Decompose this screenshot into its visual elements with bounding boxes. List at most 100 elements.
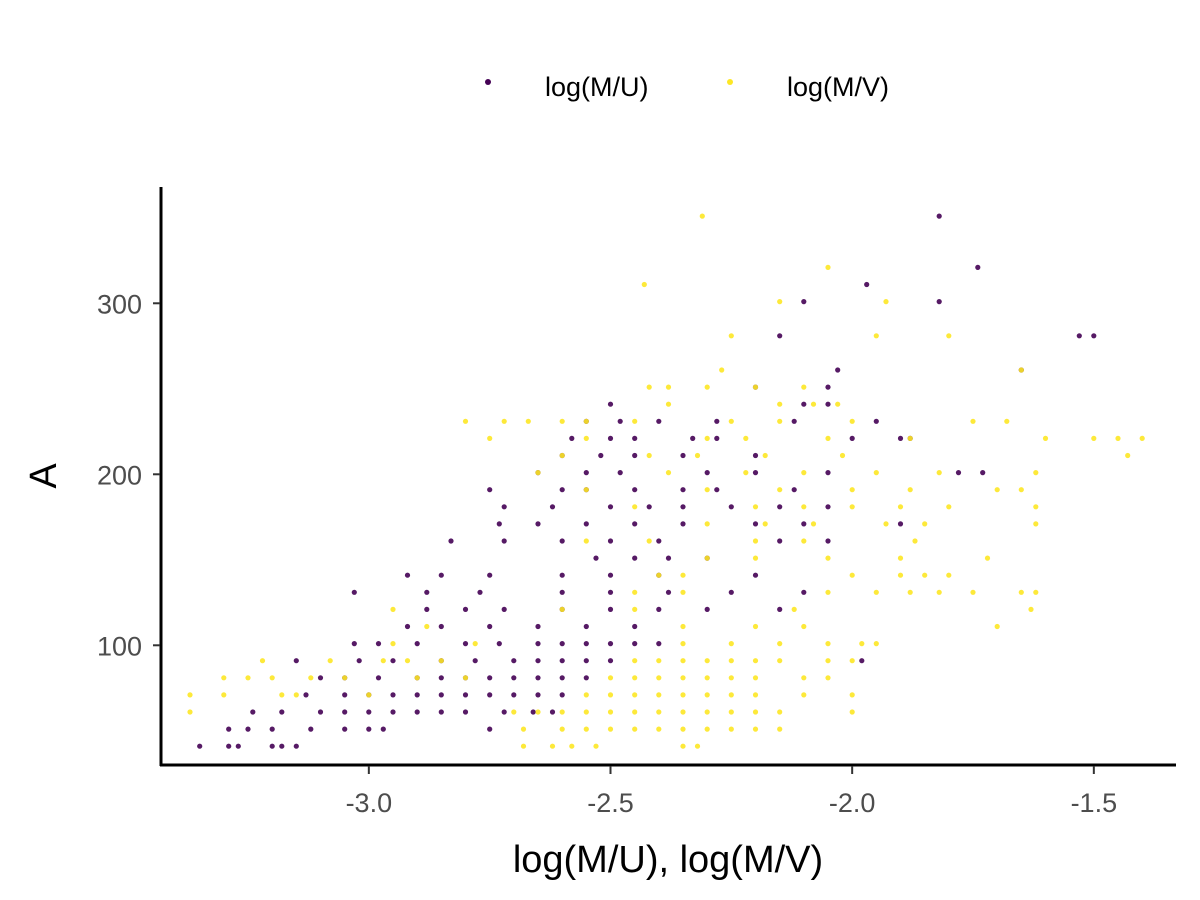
data-point — [559, 452, 565, 459]
data-point — [279, 743, 285, 749]
data-point — [777, 709, 783, 715]
data-point — [496, 641, 502, 647]
data-point — [801, 623, 807, 630]
data-point — [366, 709, 372, 715]
data-point — [583, 692, 589, 698]
data-point — [308, 675, 314, 681]
data-point — [864, 281, 870, 288]
data-point — [680, 589, 686, 595]
data-point — [752, 504, 759, 510]
data-point — [375, 675, 382, 681]
data-point — [859, 658, 865, 664]
data-point — [559, 418, 565, 424]
data-point — [279, 692, 285, 698]
data-point — [607, 692, 614, 698]
data-point — [632, 726, 638, 732]
data-point — [1028, 606, 1034, 613]
data-point — [714, 487, 720, 493]
data-point — [849, 504, 855, 510]
data-point — [970, 589, 976, 595]
data-point — [656, 418, 662, 424]
data-point — [525, 418, 531, 424]
data-point — [632, 606, 638, 613]
data-point — [825, 641, 831, 647]
data-point — [535, 521, 541, 527]
data-point — [438, 623, 444, 630]
series-log-m-u — [197, 213, 1097, 749]
data-point — [245, 726, 251, 732]
data-point — [187, 692, 193, 698]
data-point — [520, 743, 527, 749]
data-point — [873, 470, 879, 476]
data-point — [825, 555, 831, 561]
data-point — [380, 658, 386, 664]
data-point — [936, 213, 942, 219]
data-point — [704, 487, 710, 493]
data-point — [535, 641, 541, 647]
data-point — [559, 675, 565, 681]
data-point — [511, 709, 517, 715]
data-point — [704, 435, 710, 441]
data-point — [632, 658, 638, 664]
data-point — [825, 658, 831, 664]
data-point — [873, 589, 879, 595]
data-point — [559, 692, 565, 698]
data-point — [777, 641, 783, 647]
data-point — [728, 709, 734, 715]
data-point — [946, 572, 952, 578]
data-point — [583, 641, 589, 647]
data-point — [1018, 487, 1024, 493]
legend-key — [727, 79, 733, 85]
data-point — [632, 709, 638, 715]
data-point — [235, 743, 241, 749]
data-point — [641, 281, 647, 288]
data-point — [719, 367, 725, 373]
data-point — [656, 726, 662, 732]
data-point — [559, 709, 565, 715]
data-point — [559, 572, 565, 578]
data-point — [859, 641, 865, 647]
data-point — [487, 675, 493, 681]
data-point — [569, 743, 575, 749]
data-point — [390, 641, 396, 647]
data-point — [632, 675, 638, 681]
data-point — [462, 692, 469, 698]
data-point — [714, 435, 720, 441]
data-point — [665, 555, 672, 561]
x-tick-label: -2.5 — [587, 788, 634, 818]
data-point — [728, 675, 734, 681]
data-point — [632, 623, 638, 630]
data-point — [665, 401, 672, 407]
data-point — [839, 452, 846, 459]
data-point — [293, 692, 299, 698]
data-point — [897, 521, 904, 527]
data-point — [390, 658, 396, 664]
data-point — [680, 675, 686, 681]
data-point — [835, 367, 841, 373]
data-point — [342, 726, 348, 732]
data-point — [559, 726, 565, 732]
data-point — [656, 675, 662, 681]
data-point — [810, 401, 817, 407]
data-point — [777, 538, 783, 544]
data-point — [598, 452, 604, 459]
y-tick-label: 200 — [97, 460, 142, 490]
data-point — [646, 504, 652, 510]
data-point — [777, 504, 783, 510]
data-point — [414, 675, 420, 681]
data-point — [656, 538, 662, 544]
data-point — [656, 658, 662, 664]
data-point — [559, 538, 565, 544]
data-point — [849, 709, 855, 715]
data-point — [752, 452, 759, 459]
data-point — [825, 401, 831, 407]
data-point — [1018, 589, 1024, 595]
data-point — [607, 675, 614, 681]
data-point — [801, 692, 807, 698]
data-point — [743, 435, 749, 441]
data-point — [849, 487, 855, 493]
data-point — [632, 418, 638, 424]
data-point — [414, 692, 420, 698]
data-point — [680, 726, 686, 732]
